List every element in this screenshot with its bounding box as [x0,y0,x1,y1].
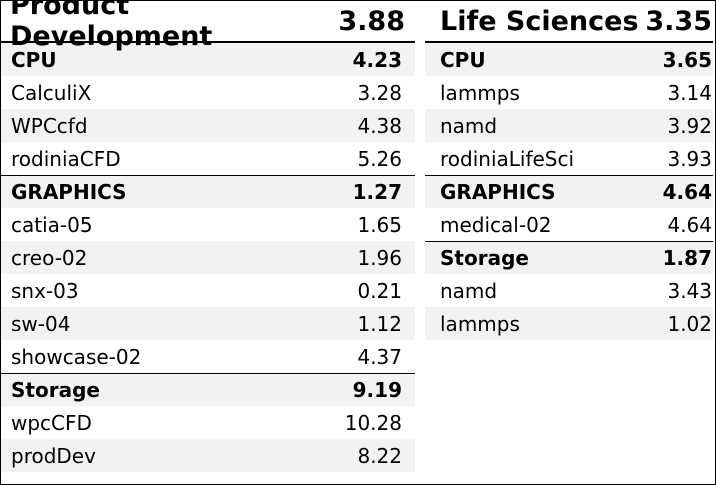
table-row: snx-03 0.21 [1,274,415,307]
row-label: lammps [440,311,520,336]
row-value: 10.28 [344,410,402,435]
row-value: 1.96 [357,245,402,270]
table-row: wpcCFD 10.28 [1,406,415,439]
group-label: CPU [11,47,57,72]
row-label: sw-04 [11,311,71,336]
group-label: Storage [11,378,100,402]
group-row: CPU 3.65 [425,43,713,76]
table-row: lammps 3.14 [425,76,713,109]
row-label: snx-03 [11,278,79,303]
panel-header: Life Sciences 3.35 [425,1,713,43]
row-value: 5.26 [357,146,402,171]
panel-rows: CPU 4.23 CalculiX 3.28 WPCcfd 4.38 rodiniaCFD 5… [1,43,415,472]
row-value: 1.02 [667,311,712,336]
table-row: sw-04 1.12 [1,307,415,340]
group-value: 4.23 [352,47,402,72]
group-value: 4.64 [662,180,712,204]
table-row: prodDev 8.22 [1,439,415,472]
row-value: 3.92 [667,113,712,138]
panel-header: Product Development 3.88 [1,0,415,52]
table-row: showcase-02 4.37 [1,340,415,373]
row-value: 4.37 [357,344,402,369]
row-value: 1.12 [357,311,402,336]
row-value: 3.14 [667,80,712,105]
panel-score: 3.88 [338,5,405,37]
table-row: creo-02 1.96 [1,241,415,274]
group-row: GRAPHICS 1.27 [1,175,415,208]
group-row: GRAPHICS 4.64 [425,175,713,208]
row-label: creo-02 [11,245,88,270]
table-row: namd 3.92 [425,109,713,142]
panel-product-development: Product Development 3.88 CPU 4.23 CalculiX… [1,0,415,472]
panel-rows: CPU 3.65 lammps 3.14 namd 3.92 rodiniaLifeSci 3… [425,43,713,340]
group-row: Storage 9.19 [1,373,415,406]
row-value: 3.28 [357,80,402,105]
group-value: 1.87 [662,246,712,270]
row-label: rodiniaCFD [11,146,121,171]
group-value: 1.27 [352,180,402,204]
row-value: 0.21 [357,278,402,303]
group-label: GRAPHICS [440,180,556,204]
row-label: namd [440,113,498,138]
table-row: rodiniaCFD 5.26 [1,142,415,175]
group-value: 3.65 [662,47,712,72]
row-label: prodDev [11,443,96,468]
row-label: WPCcfd [11,113,88,138]
row-label: CalculiX [11,80,92,105]
row-value: 1.65 [357,212,402,237]
table-row: WPCcfd 4.38 [1,109,415,142]
row-label: medical-02 [440,212,552,237]
panel-score: 3.35 [645,5,712,37]
row-value: 4.64 [667,212,712,237]
panel-title: Product Development [10,0,213,52]
row-value: 4.38 [357,113,402,138]
group-row: CPU 4.23 [1,43,415,76]
group-label: Storage [440,246,529,270]
group-label: CPU [440,47,486,72]
group-row: Storage 1.87 [425,241,713,274]
row-value: 3.43 [667,278,712,303]
group-value: 9.19 [352,378,402,402]
table-row: medical-02 4.64 [425,208,713,241]
row-value: 8.22 [357,443,402,468]
row-label: wpcCFD [11,410,92,435]
panel-life-sciences: Life Sciences 3.35 CPU 3.65 lammps 3.14 namd… [425,1,713,340]
row-label: rodiniaLifeSci [440,146,575,171]
group-label: GRAPHICS [11,180,127,204]
row-label: namd [440,278,498,303]
panel-title: Life Sciences [440,5,639,37]
row-label: showcase-02 [11,344,142,369]
table-row: catia-05 1.65 [1,208,415,241]
row-label: lammps [440,80,520,105]
table-row: rodiniaLifeSci 3.93 [425,142,713,175]
row-value: 3.93 [667,146,712,171]
table-row: namd 3.43 [425,274,713,307]
row-label: catia-05 [11,212,93,237]
table-row: CalculiX 3.28 [1,76,415,109]
table-row: lammps 1.02 [425,307,713,340]
